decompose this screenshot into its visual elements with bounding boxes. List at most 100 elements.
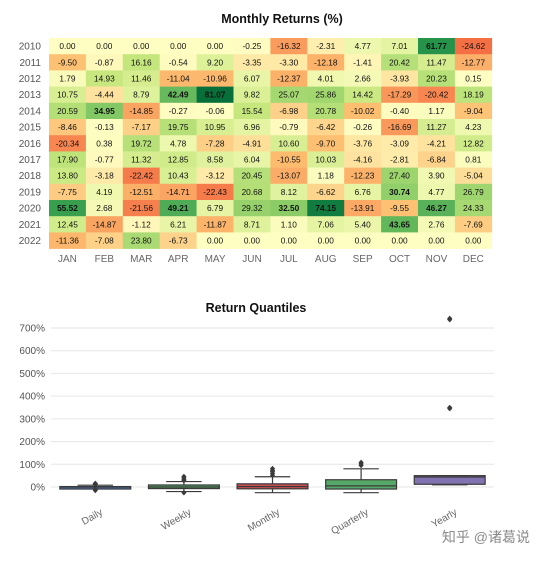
heatmap-cell-value: -11.36 — [56, 236, 79, 246]
heatmap-cell-value: -0.06 — [206, 106, 225, 116]
heatmap-cell-value: 0.00 — [59, 41, 76, 51]
heatmap-cell — [418, 216, 456, 233]
heatmap-cell — [418, 183, 456, 201]
heatmap-cell — [122, 70, 160, 87]
heatmap-cell — [418, 119, 456, 136]
heatmap-cell-value: -4.44 — [95, 90, 114, 100]
heatmap-cell-value: 20.59 — [57, 106, 78, 116]
heatmap-cell — [122, 38, 160, 55]
heatmap-cell-value: -7.28 — [206, 138, 225, 148]
heatmap-cell-value: 43.65 — [389, 219, 410, 229]
heatmap-cell — [418, 151, 456, 168]
heatmap-column-label: NOV — [426, 254, 448, 265]
heatmap-column-label: JUN — [242, 254, 261, 265]
heatmap-cell-value: -6.98 — [279, 106, 298, 116]
heatmap-cell-value: -22.42 — [129, 171, 153, 181]
heatmap-cell — [307, 70, 345, 87]
heatmap-cell — [454, 102, 493, 120]
heatmap-cell-value: 19.75 — [168, 122, 189, 132]
heatmap-cell — [270, 232, 308, 249]
heatmap-cell — [381, 151, 419, 168]
heatmap-row-label: 2021 — [19, 220, 42, 231]
heatmap-cell — [49, 54, 87, 71]
heatmap-cell — [49, 135, 87, 152]
heatmap-cell-value: 4.77 — [355, 41, 372, 51]
heatmap-cell — [49, 183, 87, 201]
heatmap-cell — [49, 38, 87, 55]
heatmap-cell-value: -3.30 — [279, 57, 298, 67]
heatmap-column-label: MAY — [205, 254, 226, 265]
boxplot-y-tick-label: 100% — [19, 460, 45, 471]
heatmap-cell-value: -14.71 — [166, 187, 190, 197]
heatmap-cell-value: 26.79 — [463, 187, 484, 197]
boxplot-grid — [51, 327, 494, 488]
heatmap-cell-value: 6.76 — [355, 187, 372, 197]
heatmap-cell-value: -5.04 — [464, 171, 483, 181]
heatmap-cell — [454, 167, 493, 185]
heatmap-cell-value: 10.60 — [278, 138, 299, 148]
heatmap-cell-value: -21.56 — [129, 203, 153, 213]
heatmap-cell — [270, 70, 308, 87]
heatmap-cell — [122, 183, 160, 201]
heatmap-cell-value: -12.37 — [277, 74, 301, 84]
heatmap-cell-value: 46.27 — [426, 203, 447, 213]
heatmap-cell — [307, 119, 345, 136]
heatmap-cell-value: -9.70 — [316, 138, 335, 148]
boxplot-box — [413, 475, 486, 485]
heatmap-cell-value: 9.20 — [207, 57, 224, 67]
heatmap-cell — [196, 54, 234, 71]
heatmap-cell — [344, 135, 382, 152]
heatmap-cell — [344, 200, 382, 217]
heatmap-row-label: 2014 — [19, 106, 42, 117]
heatmap-column-label: FEB — [95, 254, 115, 265]
heatmap-cell — [159, 216, 197, 233]
heatmap-cell-value: -14.87 — [93, 219, 117, 229]
heatmap-cell — [454, 86, 493, 104]
heatmap-cell — [196, 135, 234, 152]
heatmap-cell-value: -6.42 — [316, 122, 335, 132]
heatmap-cell-value: 11.46 — [131, 74, 152, 84]
heatmap-column-label: AUG — [315, 254, 337, 265]
heatmap-column-labels: JAN FEB MAR APR MAY JUN JUL AUG SEP OCT NOV DEC — [58, 254, 484, 265]
watermark-text: 知乎 @诸葛说 — [442, 529, 530, 545]
heatmap-cell — [344, 102, 382, 120]
heatmap-cell — [85, 102, 124, 120]
heatmap-cell — [159, 167, 197, 185]
heatmap-cell-value: -9.50 — [58, 57, 77, 67]
heatmap-row-label: 2012 — [19, 74, 42, 85]
heatmap-cell-value: 7.01 — [391, 41, 408, 51]
heatmap-cell — [49, 151, 87, 168]
heatmap-cell-value: 10.95 — [205, 122, 226, 132]
boxplot-y-tick-labels: 0% 100% 200% 300% 400% 500% 600% 700% — [19, 324, 45, 494]
heatmap-cell — [381, 86, 419, 104]
heatmap-cell — [344, 216, 382, 233]
heatmap-cell — [418, 200, 456, 217]
heatmap-cell — [454, 151, 493, 168]
heatmap-cell-value: 14.93 — [94, 74, 115, 84]
heatmap-cell-value: -0.77 — [95, 155, 114, 165]
heatmap-cell — [196, 232, 234, 249]
heatmap-cell-value: -17.29 — [388, 90, 412, 100]
heatmap-cell — [85, 86, 124, 104]
heatmap-cell — [418, 135, 456, 152]
heatmap-cell — [454, 183, 493, 201]
heatmap-cell — [344, 38, 382, 55]
heatmap-cell — [159, 183, 197, 201]
heatmap-cell-value: -20.34 — [56, 138, 80, 148]
heatmap-cell — [49, 232, 87, 249]
heatmap-cell — [381, 38, 419, 55]
heatmap-cell — [122, 232, 160, 249]
heatmap-cell-value: 3.90 — [428, 171, 445, 181]
heatmap-column-label: MAR — [130, 254, 152, 265]
heatmap-cell-value: -12.18 — [314, 57, 338, 67]
heatmap-cell — [307, 102, 345, 120]
heatmap-cell-value: 12.85 — [168, 155, 189, 165]
heatmap-cell-value: 0.00 — [170, 41, 187, 51]
heatmap-cell — [454, 119, 493, 136]
heatmap-cell-value: -20.42 — [425, 90, 449, 100]
heatmap-cell — [85, 183, 124, 201]
heatmap-cell — [418, 86, 456, 104]
heatmap-cell-value: -12.51 — [129, 187, 153, 197]
heatmap-cell-value: -3.93 — [390, 74, 409, 84]
